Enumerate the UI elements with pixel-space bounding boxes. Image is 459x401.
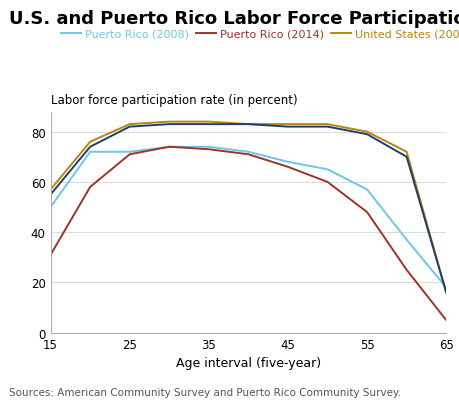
- Legend: Puerto Rico (2008), Puerto Rico (2014), United States (2008), United States (201: Puerto Rico (2008), Puerto Rico (2014), …: [56, 25, 459, 44]
- X-axis label: Age interval (five-year): Age interval (five-year): [175, 356, 320, 369]
- Text: Sources: American Community Survey and Puerto Rico Community Survey.: Sources: American Community Survey and P…: [9, 387, 400, 397]
- Text: Labor force participation rate (in percent): Labor force participation rate (in perce…: [50, 93, 297, 106]
- Text: U.S. and Puerto Rico Labor Force Participation: U.S. and Puerto Rico Labor Force Partici…: [9, 10, 459, 28]
